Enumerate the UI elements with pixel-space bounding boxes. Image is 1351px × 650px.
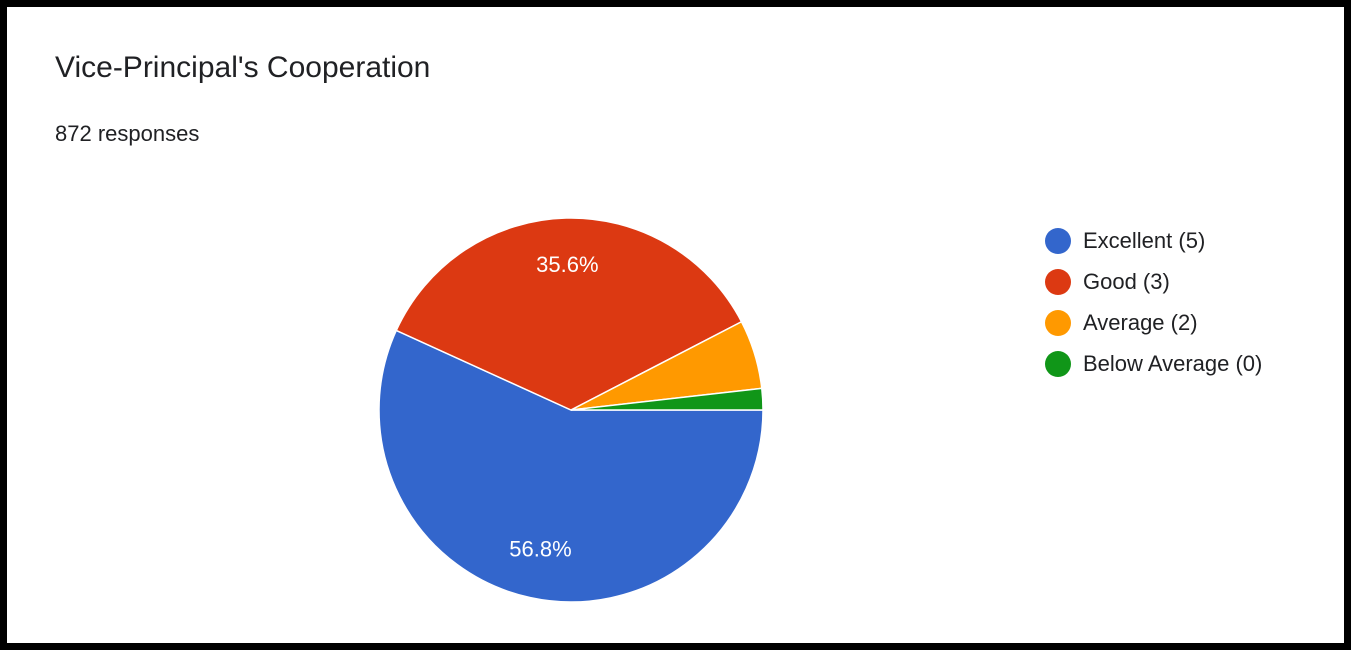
pie-slice-good[interactable] xyxy=(395,217,743,411)
legend-item-average[interactable]: Average (2) xyxy=(1045,302,1262,343)
legend-swatch-good xyxy=(1045,268,1071,295)
pie-slice-excellent[interactable] xyxy=(378,329,764,603)
pie-data-label-0: 56.8% xyxy=(509,537,571,562)
chart-title: Vice-Principal's Cooperation xyxy=(55,51,431,84)
pie-chart: 56.8% 35.6% xyxy=(378,217,764,603)
pie-data-label-1: 35.6% xyxy=(536,252,598,277)
legend-swatch-below-average xyxy=(1045,350,1071,377)
legend-item-below-average[interactable]: Below Average (0) xyxy=(1045,343,1262,384)
legend-item-excellent[interactable]: Excellent (5) xyxy=(1045,220,1262,261)
legend: Excellent (5) Good (3) Average (2) Below… xyxy=(1045,220,1262,384)
pie-slice-below-average[interactable] xyxy=(570,387,764,411)
legend-label-average: Average (2) xyxy=(1083,309,1198,335)
legend-swatch-excellent xyxy=(1045,227,1071,254)
response-count: 872 responses xyxy=(55,121,200,146)
pie-labels: 56.8% 35.6% xyxy=(509,252,598,562)
legend-swatch-average xyxy=(1045,309,1071,336)
legend-label-good: Good (3) xyxy=(1083,268,1170,294)
pie-slices xyxy=(378,217,764,603)
legend-label-excellent: Excellent (5) xyxy=(1083,227,1206,253)
legend-item-good[interactable]: Good (3) xyxy=(1045,261,1262,302)
legend-label-below-average: Below Average (0) xyxy=(1083,350,1263,376)
